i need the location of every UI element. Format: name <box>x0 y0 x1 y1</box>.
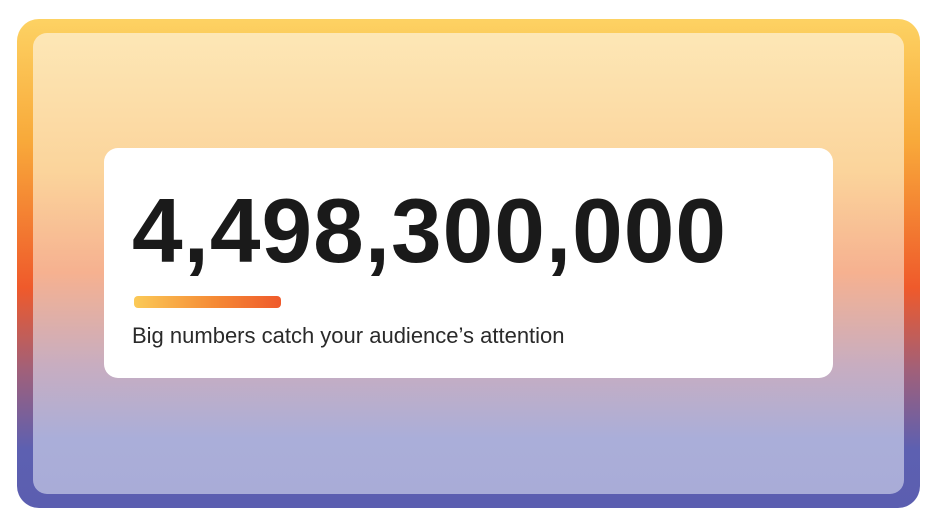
caption-text: Big numbers catch your audience’s attent… <box>132 323 565 348</box>
accent-bar <box>134 296 281 308</box>
stat-card: 4,498,300,000 Big numbers catch your aud… <box>104 148 833 378</box>
big-number: 4,498,300,000 <box>132 181 727 282</box>
